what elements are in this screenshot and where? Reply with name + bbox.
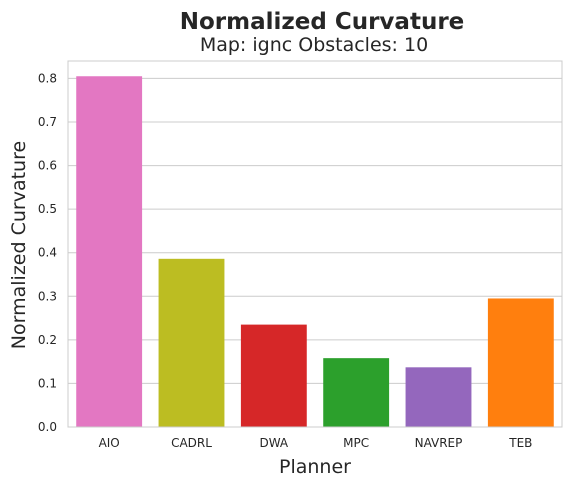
y-axis-label: Normalized Curvature	[8, 141, 30, 349]
x-tick-label: TEB	[508, 436, 532, 450]
x-tick-label: DWA	[259, 436, 288, 450]
y-tick-label: 0.3	[38, 289, 57, 303]
bars	[76, 76, 554, 427]
y-tick-label: 0.8	[38, 71, 57, 85]
x-tick-label: NAVREP	[415, 436, 463, 450]
x-tick-label: MPC	[343, 436, 369, 450]
bar-teb	[487, 298, 554, 427]
y-tick-label: 0.0	[38, 420, 57, 434]
y-tick-label: 0.1	[38, 376, 57, 390]
bar-aio	[76, 76, 143, 427]
x-tick-labels: AIO CADRL DWA MPC NAVREP TEB	[99, 436, 533, 450]
x-axis-label: Planner	[279, 456, 351, 478]
y-tick-label: 0.2	[38, 333, 57, 347]
y-tick-label: 0.5	[38, 202, 57, 216]
bar-dwa	[240, 324, 307, 427]
x-tick-label: AIO	[99, 436, 120, 450]
chart-subtitle: Map: ignc Obstacles: 10	[200, 34, 428, 56]
y-tick-label: 0.7	[38, 115, 57, 129]
y-tick-labels: 0.0 0.1 0.2 0.3 0.4 0.5 0.6 0.7 0.8	[38, 71, 57, 434]
gridlines	[68, 77, 562, 428]
y-tick-label: 0.4	[38, 246, 57, 260]
chart-title: Normalized Curvature	[180, 9, 465, 35]
x-tick-label: CADRL	[171, 436, 212, 450]
bar-mpc	[323, 358, 390, 427]
bar-navrep	[405, 367, 472, 427]
plot-frame	[67, 60, 563, 428]
y-tick-label: 0.6	[38, 159, 57, 173]
bar-cadrl	[158, 258, 225, 427]
